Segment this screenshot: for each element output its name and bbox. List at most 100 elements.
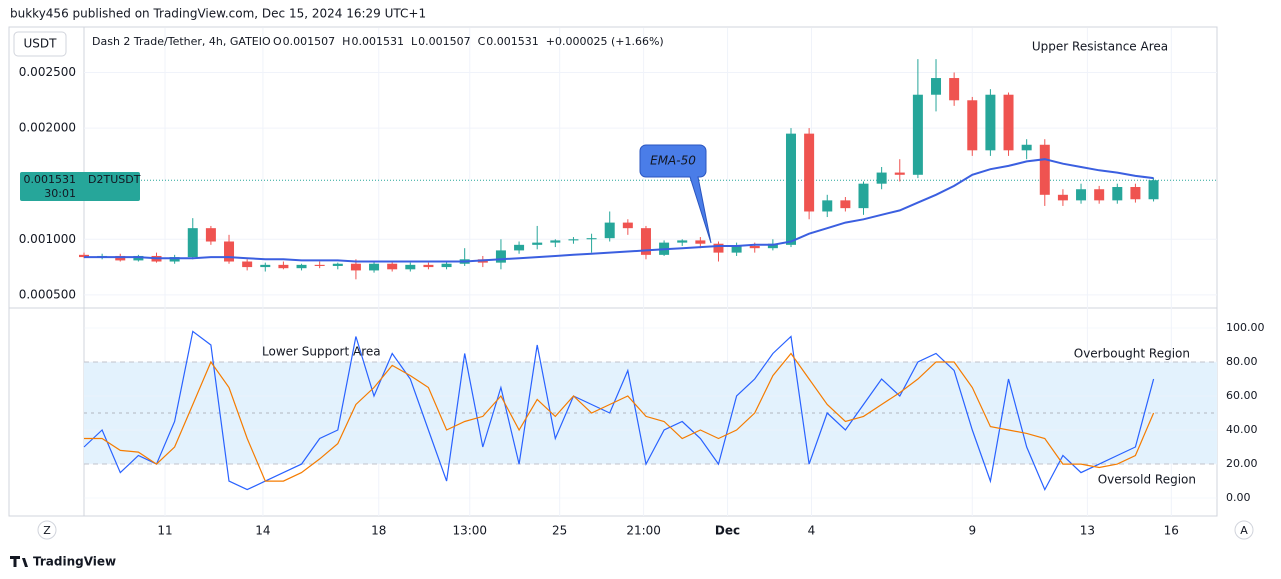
- candle-body: [586, 238, 597, 240]
- candle-body: [876, 172, 887, 184]
- candle-body: [441, 263, 452, 268]
- x-tick-label: 16: [1164, 524, 1179, 538]
- stochastic-line: [83, 330, 1155, 491]
- candle-body: [894, 172, 905, 175]
- symbol-tag: D2TUSDT: [88, 173, 141, 186]
- candle-body: [423, 264, 434, 268]
- stochastic-line: [84, 352, 1155, 482]
- candle-body: [169, 257, 180, 262]
- candle-body: [640, 228, 651, 255]
- oscillator-pane: [83, 327, 1217, 499]
- x-tick-label: 13:00: [452, 524, 487, 538]
- candle-body: [350, 263, 361, 271]
- price-pane: [79, 59, 1217, 280]
- legend-key: C: [478, 35, 486, 48]
- candle-body: [532, 242, 543, 245]
- logo-text: TradingView: [33, 555, 116, 569]
- candle-body: [314, 264, 325, 266]
- candle-body: [804, 133, 815, 212]
- z-button-label[interactable]: Z: [43, 524, 51, 537]
- legend-key: H: [342, 35, 350, 48]
- legend-value: 0.001507: [283, 35, 336, 48]
- candle-body: [1076, 189, 1087, 201]
- publish-header: bukky456 published on TradingView.com, D…: [10, 7, 426, 21]
- chart-frame: [8, 26, 1218, 517]
- x-tick-label: 25: [552, 524, 567, 538]
- candle-body: [858, 183, 869, 209]
- candle-body: [1094, 189, 1105, 201]
- x-tick-label: 9: [968, 524, 976, 538]
- candle-body: [967, 100, 978, 151]
- candle-body: [1003, 94, 1014, 151]
- last-price-label: 0.001531: [24, 173, 77, 186]
- candle-body: [115, 255, 126, 261]
- candle-body: [224, 241, 235, 262]
- candle-body: [912, 94, 923, 175]
- candle-body: [568, 239, 579, 241]
- candle-body: [514, 244, 525, 251]
- ema-callout: [639, 144, 712, 244]
- candle-body: [931, 78, 942, 95]
- candle-body: [1057, 194, 1068, 201]
- annotation: Lower Support Area: [262, 345, 381, 359]
- y-tick-label: 0.002000: [19, 121, 76, 135]
- annotation: Upper Resistance Area: [1032, 40, 1168, 54]
- candle-body: [822, 200, 833, 212]
- candle-body: [205, 228, 216, 242]
- y-tick-label: 0.002500: [19, 65, 76, 79]
- x-tick-label: 18: [371, 524, 386, 538]
- osc-tick-label: 0.00: [1226, 491, 1251, 504]
- candle-body: [604, 222, 615, 239]
- candle-body: [1148, 180, 1159, 200]
- candle-body: [785, 133, 796, 245]
- last-price-badge: [20, 172, 140, 201]
- candle-body: [1112, 187, 1123, 201]
- legend-value: 0.001531: [351, 35, 404, 48]
- candle-body: [622, 222, 633, 229]
- x-tick-label: 11: [157, 524, 172, 538]
- annotation: Oversold Region: [1098, 473, 1196, 487]
- candle-body: [550, 240, 561, 243]
- candle-body: [495, 250, 506, 263]
- a-button-label[interactable]: A: [1240, 524, 1248, 537]
- candle-body: [79, 254, 89, 258]
- osc-tick-label: 60.00: [1226, 389, 1258, 402]
- candle-body: [677, 240, 688, 243]
- candle-body: [260, 264, 271, 268]
- osc-tick-label: 80.00: [1226, 355, 1258, 368]
- candle-body: [296, 264, 307, 269]
- osc-tick-label: 40.00: [1226, 423, 1258, 436]
- candle-body: [985, 94, 996, 151]
- candle-body: [767, 243, 778, 249]
- annotation: Overbought Region: [1074, 347, 1190, 361]
- candle-body: [713, 243, 724, 253]
- ema-line: [84, 158, 1154, 263]
- candle-body: [731, 245, 742, 253]
- a-button[interactable]: [1234, 520, 1254, 540]
- candle-body: [1130, 187, 1141, 200]
- y-tick-label: 0.000500: [19, 287, 76, 301]
- candle-body: [1021, 144, 1032, 151]
- candle-body: [242, 261, 253, 268]
- x-tick-label: 13: [1080, 524, 1095, 538]
- logo-icon: [10, 556, 28, 567]
- candle-body: [695, 240, 706, 244]
- x-tick-label: 4: [808, 524, 816, 538]
- legend-key: L: [411, 35, 418, 48]
- legend-value: 0.001531: [486, 35, 539, 48]
- legend-change: +0.000025 (+1.66%): [546, 35, 664, 48]
- legend: Dash 2 Trade/Tether, 4h, GATEIO O 0.00150…: [92, 35, 664, 48]
- candle-body: [405, 264, 416, 270]
- currency-button[interactable]: [13, 31, 67, 57]
- z-button[interactable]: [37, 520, 57, 540]
- candle-body: [278, 264, 289, 269]
- candle-body: [1039, 144, 1050, 195]
- currency-button-label[interactable]: USDT: [24, 37, 58, 51]
- candle-body: [332, 263, 343, 266]
- candle-body: [369, 263, 380, 271]
- legend-value: 0.001507: [418, 35, 471, 48]
- countdown: 30:01: [44, 187, 76, 200]
- candle-body: [387, 263, 398, 270]
- candle-body: [187, 228, 198, 258]
